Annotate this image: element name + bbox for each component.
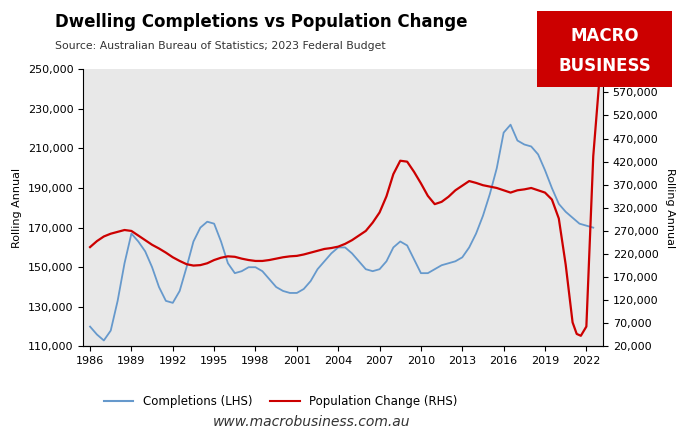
Y-axis label: Rolling Annual: Rolling Annual xyxy=(12,168,22,248)
Text: www.macrobusiness.com.au: www.macrobusiness.com.au xyxy=(213,415,410,429)
Text: BUSINESS: BUSINESS xyxy=(559,57,651,75)
Text: MACRO: MACRO xyxy=(570,27,639,45)
Text: Dwelling Completions vs Population Change: Dwelling Completions vs Population Chang… xyxy=(55,13,468,31)
Text: Source: Australian Bureau of Statistics; 2023 Federal Budget: Source: Australian Bureau of Statistics;… xyxy=(55,41,386,51)
Legend: Completions (LHS), Population Change (RHS): Completions (LHS), Population Change (RH… xyxy=(99,390,462,413)
Y-axis label: Rolling Annual: Rolling Annual xyxy=(665,168,675,248)
